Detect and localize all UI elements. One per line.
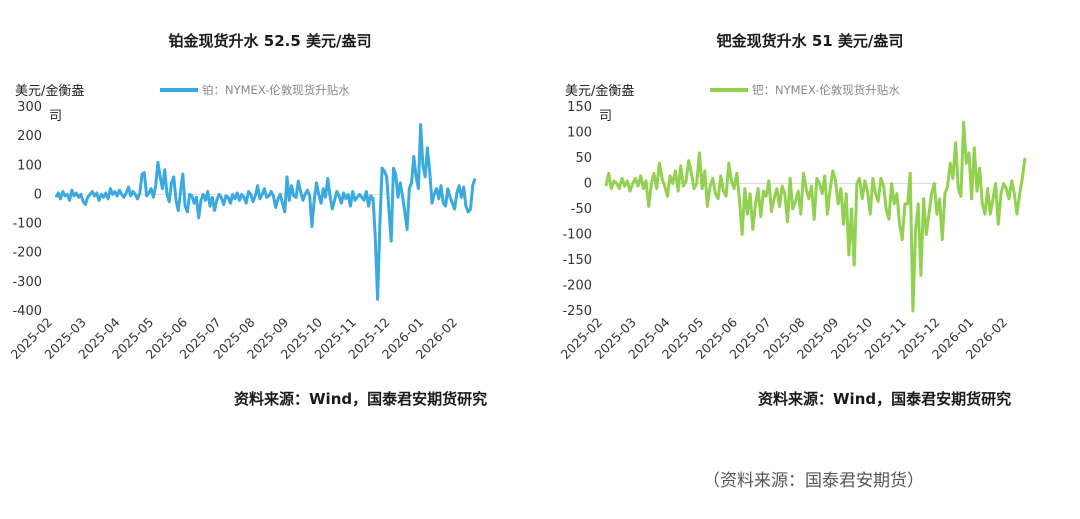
y-tick-label: 0 [34, 187, 42, 202]
y-tick-label: 50 [575, 151, 592, 166]
y-tick-label: 0 [584, 177, 592, 192]
y-axis-unit-label: 美元/金衡盎 [15, 83, 84, 99]
platinum-chart-panel: 铂金现货升水 52.5 美元/盎司 300 200 100 0 -100 -200 -300… [0, 0, 540, 420]
y-axis-unit-label-cont: 司 [599, 109, 612, 124]
y-tick-label: 100 [17, 158, 42, 173]
y-axis-unit-label-cont: 司 [49, 109, 62, 124]
y-tick-label: -300 [12, 275, 42, 290]
y-tick-label: -200 [562, 279, 592, 294]
y-tick-label: 200 [17, 129, 42, 144]
y-tick-label: -200 [12, 246, 42, 261]
chart-title: 钯金现货升水 51 美元/盎司 [716, 32, 904, 50]
y-axis-unit-label: 美元/金衡盎 [565, 83, 634, 99]
chart-source: 资料来源：Wind，国泰君安期货研究 [758, 390, 1012, 408]
y-tick-label: 150 [567, 100, 592, 115]
y-tick-label: -400 [12, 304, 42, 319]
series-line [54, 123, 477, 301]
y-tick-label: 300 [17, 100, 42, 115]
chart-title: 铂金现货升水 52.5 美元/盎司 [168, 32, 372, 50]
palladium-chart-panel: 钯金现货升水 51 美元/盎司 150 100 50 0 -50 -100 -150 -200… [540, 0, 1080, 420]
chart-source: 资料来源：Wind，国泰君安期货研究 [234, 390, 488, 408]
y-tick-label: -50 [571, 202, 592, 217]
y-tick-label: -250 [562, 304, 592, 319]
y-tick-label: -150 [562, 253, 592, 268]
footer-source-note: （资料来源：国泰君安期货） [703, 471, 924, 491]
legend-label: 钯：NYMEX-伦敦现货升贴水 [752, 83, 900, 97]
y-tick-label: -100 [12, 217, 42, 232]
y-tick-label: 100 [567, 126, 592, 141]
y-tick-label: -100 [562, 228, 592, 243]
legend-label: 铂：NYMEX-伦敦现货升贴水 [202, 83, 350, 97]
series-line [604, 120, 1027, 313]
